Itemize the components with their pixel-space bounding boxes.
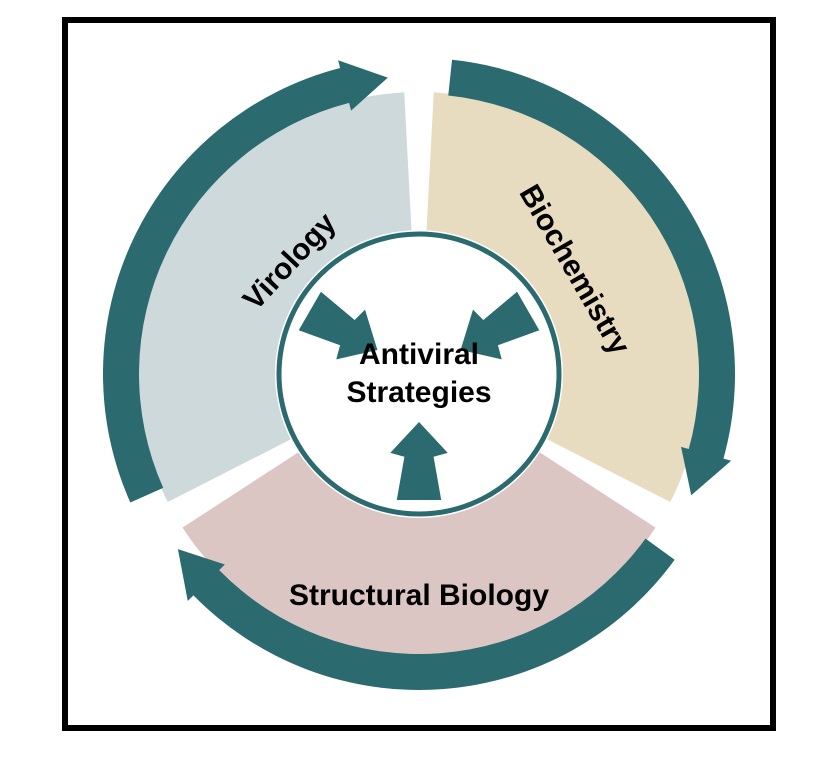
center-label-line2: Strategies (299, 374, 539, 412)
center-label: AntiviralStrategies (299, 336, 539, 411)
segment-label-structural-biology: Structural Biology (289, 579, 549, 613)
center-label-line1: Antiviral (299, 336, 539, 374)
